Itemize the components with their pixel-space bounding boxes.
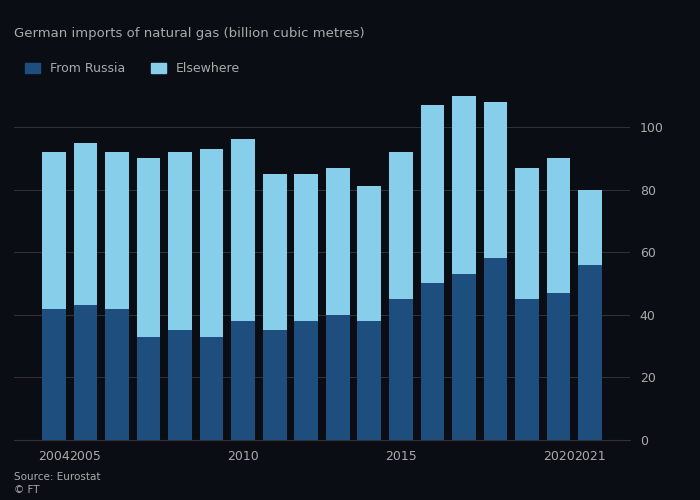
Bar (74, 142, 97, 306)
Bar (105, 152, 129, 308)
Bar (452, 96, 476, 274)
Bar (547, 293, 570, 440)
Bar (515, 299, 539, 440)
Bar (42, 152, 66, 308)
Bar (42, 308, 66, 440)
Bar (199, 336, 223, 440)
Bar (389, 299, 413, 440)
Legend: From Russia, Elsewhere: From Russia, Elsewhere (20, 58, 244, 80)
Bar (421, 284, 444, 440)
Bar (452, 274, 476, 440)
Bar (389, 152, 413, 299)
Bar (262, 330, 286, 440)
Bar (578, 190, 602, 264)
Bar (74, 306, 97, 440)
Bar (578, 264, 602, 440)
Text: German imports of natural gas (billion cubic metres): German imports of natural gas (billion c… (14, 28, 365, 40)
Bar (168, 152, 192, 330)
Bar (136, 158, 160, 336)
Bar (326, 168, 349, 315)
Bar (105, 308, 129, 440)
Bar (358, 321, 382, 440)
Bar (326, 315, 349, 440)
Text: © FT: © FT (14, 485, 39, 495)
Bar (484, 102, 508, 258)
Text: Source: Eurostat: Source: Eurostat (14, 472, 101, 482)
Bar (231, 321, 255, 440)
Bar (231, 140, 255, 321)
Bar (547, 158, 570, 293)
Bar (168, 330, 192, 440)
Bar (358, 186, 382, 321)
Bar (484, 258, 508, 440)
Bar (199, 149, 223, 336)
Bar (421, 105, 444, 284)
Bar (262, 174, 286, 330)
Bar (136, 336, 160, 440)
Bar (295, 321, 318, 440)
Bar (295, 174, 318, 321)
Bar (515, 168, 539, 299)
